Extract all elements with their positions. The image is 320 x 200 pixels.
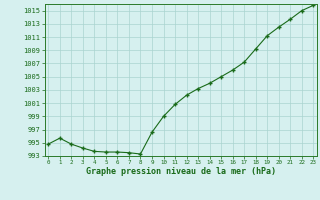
X-axis label: Graphe pression niveau de la mer (hPa): Graphe pression niveau de la mer (hPa): [86, 167, 276, 176]
